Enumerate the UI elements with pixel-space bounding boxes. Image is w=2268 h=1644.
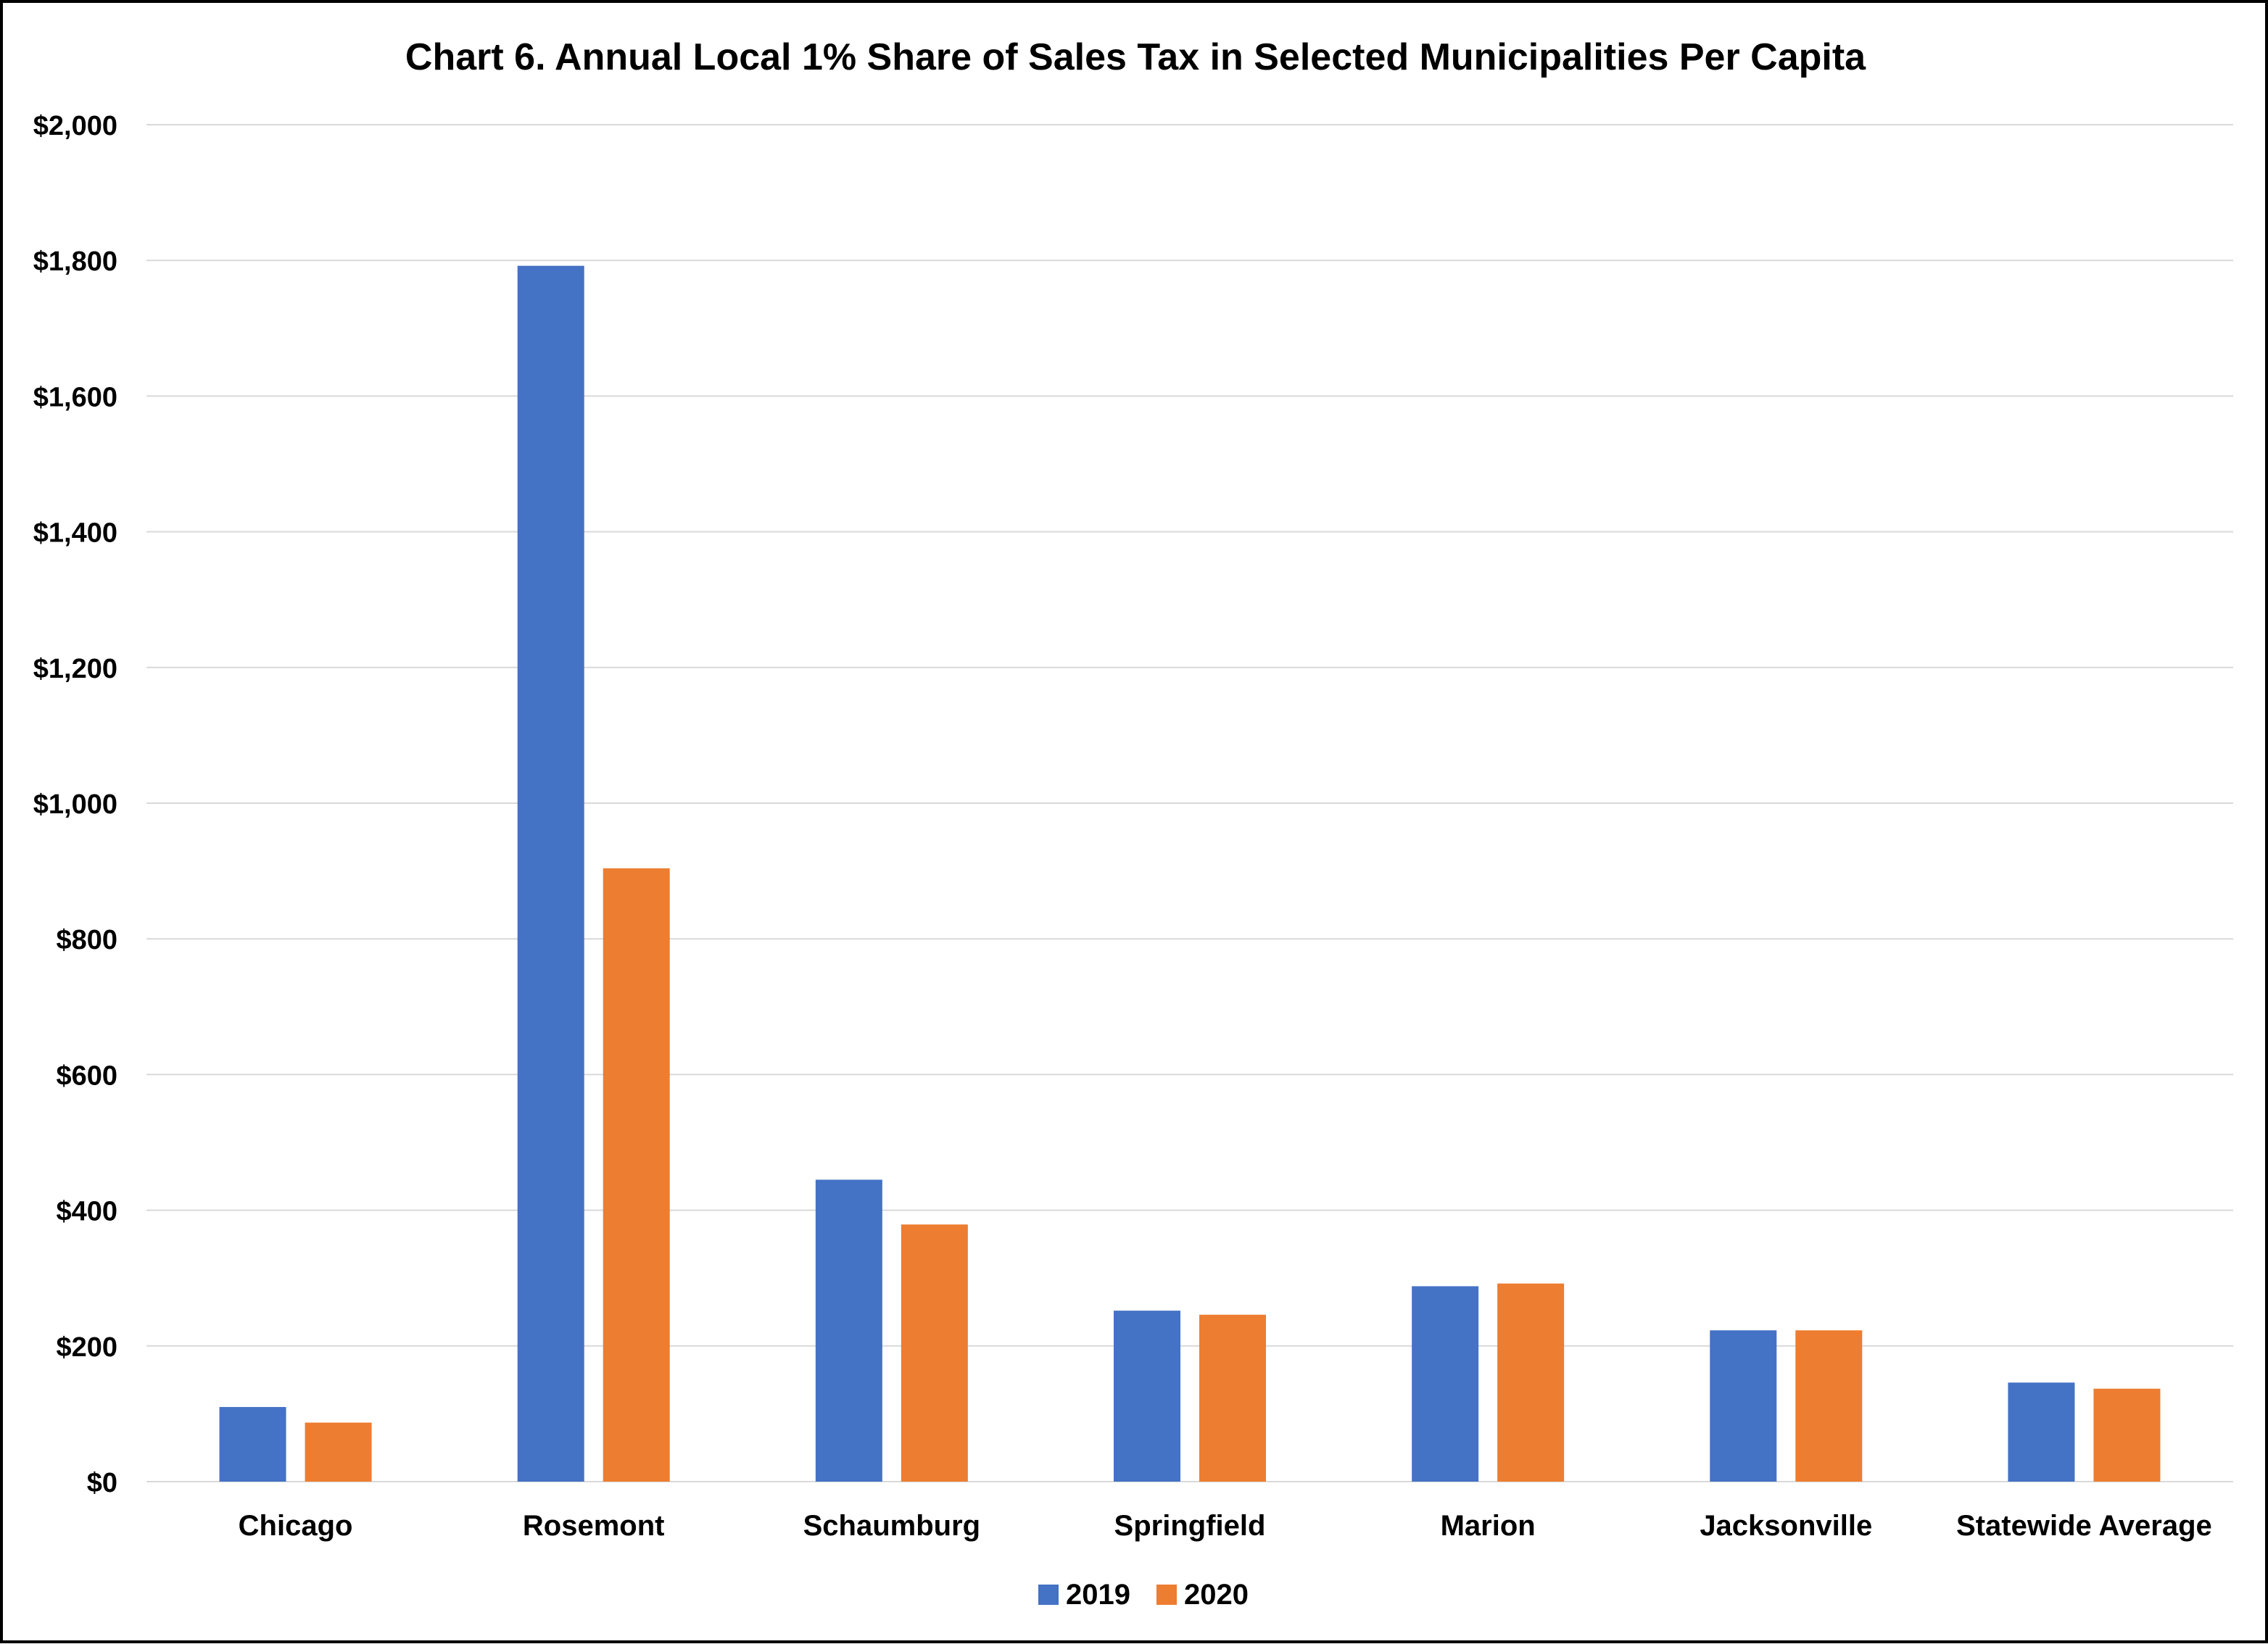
x-tick-label: Schaumburg	[803, 1510, 980, 1542]
legend-swatch-2019	[1038, 1585, 1059, 1605]
x-tick-label: Chicago	[239, 1510, 353, 1542]
bar-2020-rosemont	[603, 868, 670, 1482]
y-tick-label: $0	[87, 1468, 117, 1498]
y-tick-label: $200	[56, 1332, 117, 1363]
x-tick-label: Marion	[1441, 1510, 1536, 1542]
legend-label-2020: 2020	[1184, 1579, 1249, 1611]
bars	[219, 265, 2161, 1482]
bar-2020-springfield	[1199, 1314, 1266, 1482]
bar-chart: Chart 6. Annual Local 1% Share of Sales …	[33, 36, 2233, 1611]
bar-2019-springfield	[1114, 1311, 1180, 1482]
bar-2020-jacksonville	[1795, 1330, 1863, 1482]
y-tick-label: $1,400	[33, 518, 117, 549]
legend-label-2019: 2019	[1066, 1579, 1130, 1611]
y-axis-ticks: $0 $200 $400 $600 $800 $1,000 $1,200 $1,400 $1,6…	[33, 111, 117, 1498]
bar-2020-marion	[1497, 1283, 1565, 1482]
bar-2020-statewide-average	[2093, 1388, 2161, 1482]
x-tick-label: Jacksonville	[1700, 1510, 1872, 1542]
y-tick-label: $800	[56, 925, 117, 955]
y-tick-label: $1,600	[33, 382, 117, 412]
y-tick-label: $1,000	[33, 789, 117, 820]
legend: 2019 2020	[1038, 1579, 1249, 1611]
legend-swatch-2020	[1156, 1585, 1177, 1605]
bar-2019-chicago	[219, 1407, 286, 1482]
x-tick-label: Rosemont	[523, 1510, 665, 1542]
bar-2020-chicago	[305, 1422, 372, 1482]
x-tick-label: Springfield	[1114, 1510, 1266, 1542]
x-axis-ticks: Chicago Rosemont Schaumburg Springfield Mari…	[239, 1510, 2212, 1542]
y-tick-label: $1,800	[33, 246, 117, 277]
y-tick-label: $600	[56, 1060, 117, 1091]
bar-2020-schaumburg	[901, 1224, 968, 1482]
bar-2019-schaumburg	[815, 1179, 882, 1482]
y-tick-label: $2,000	[33, 111, 117, 141]
bar-2019-statewide-average	[2008, 1382, 2075, 1482]
gridlines	[146, 124, 2233, 1482]
bar-2019-jacksonville	[1710, 1330, 1777, 1482]
bar-2019-marion	[1412, 1286, 1479, 1482]
y-tick-label: $1,200	[33, 654, 117, 684]
chart-title: Chart 6. Annual Local 1% Share of Sales …	[405, 36, 1866, 78]
bar-2019-rosemont	[517, 265, 584, 1482]
x-tick-label: Statewide Average	[1956, 1510, 2212, 1542]
y-tick-label: $400	[56, 1197, 117, 1227]
